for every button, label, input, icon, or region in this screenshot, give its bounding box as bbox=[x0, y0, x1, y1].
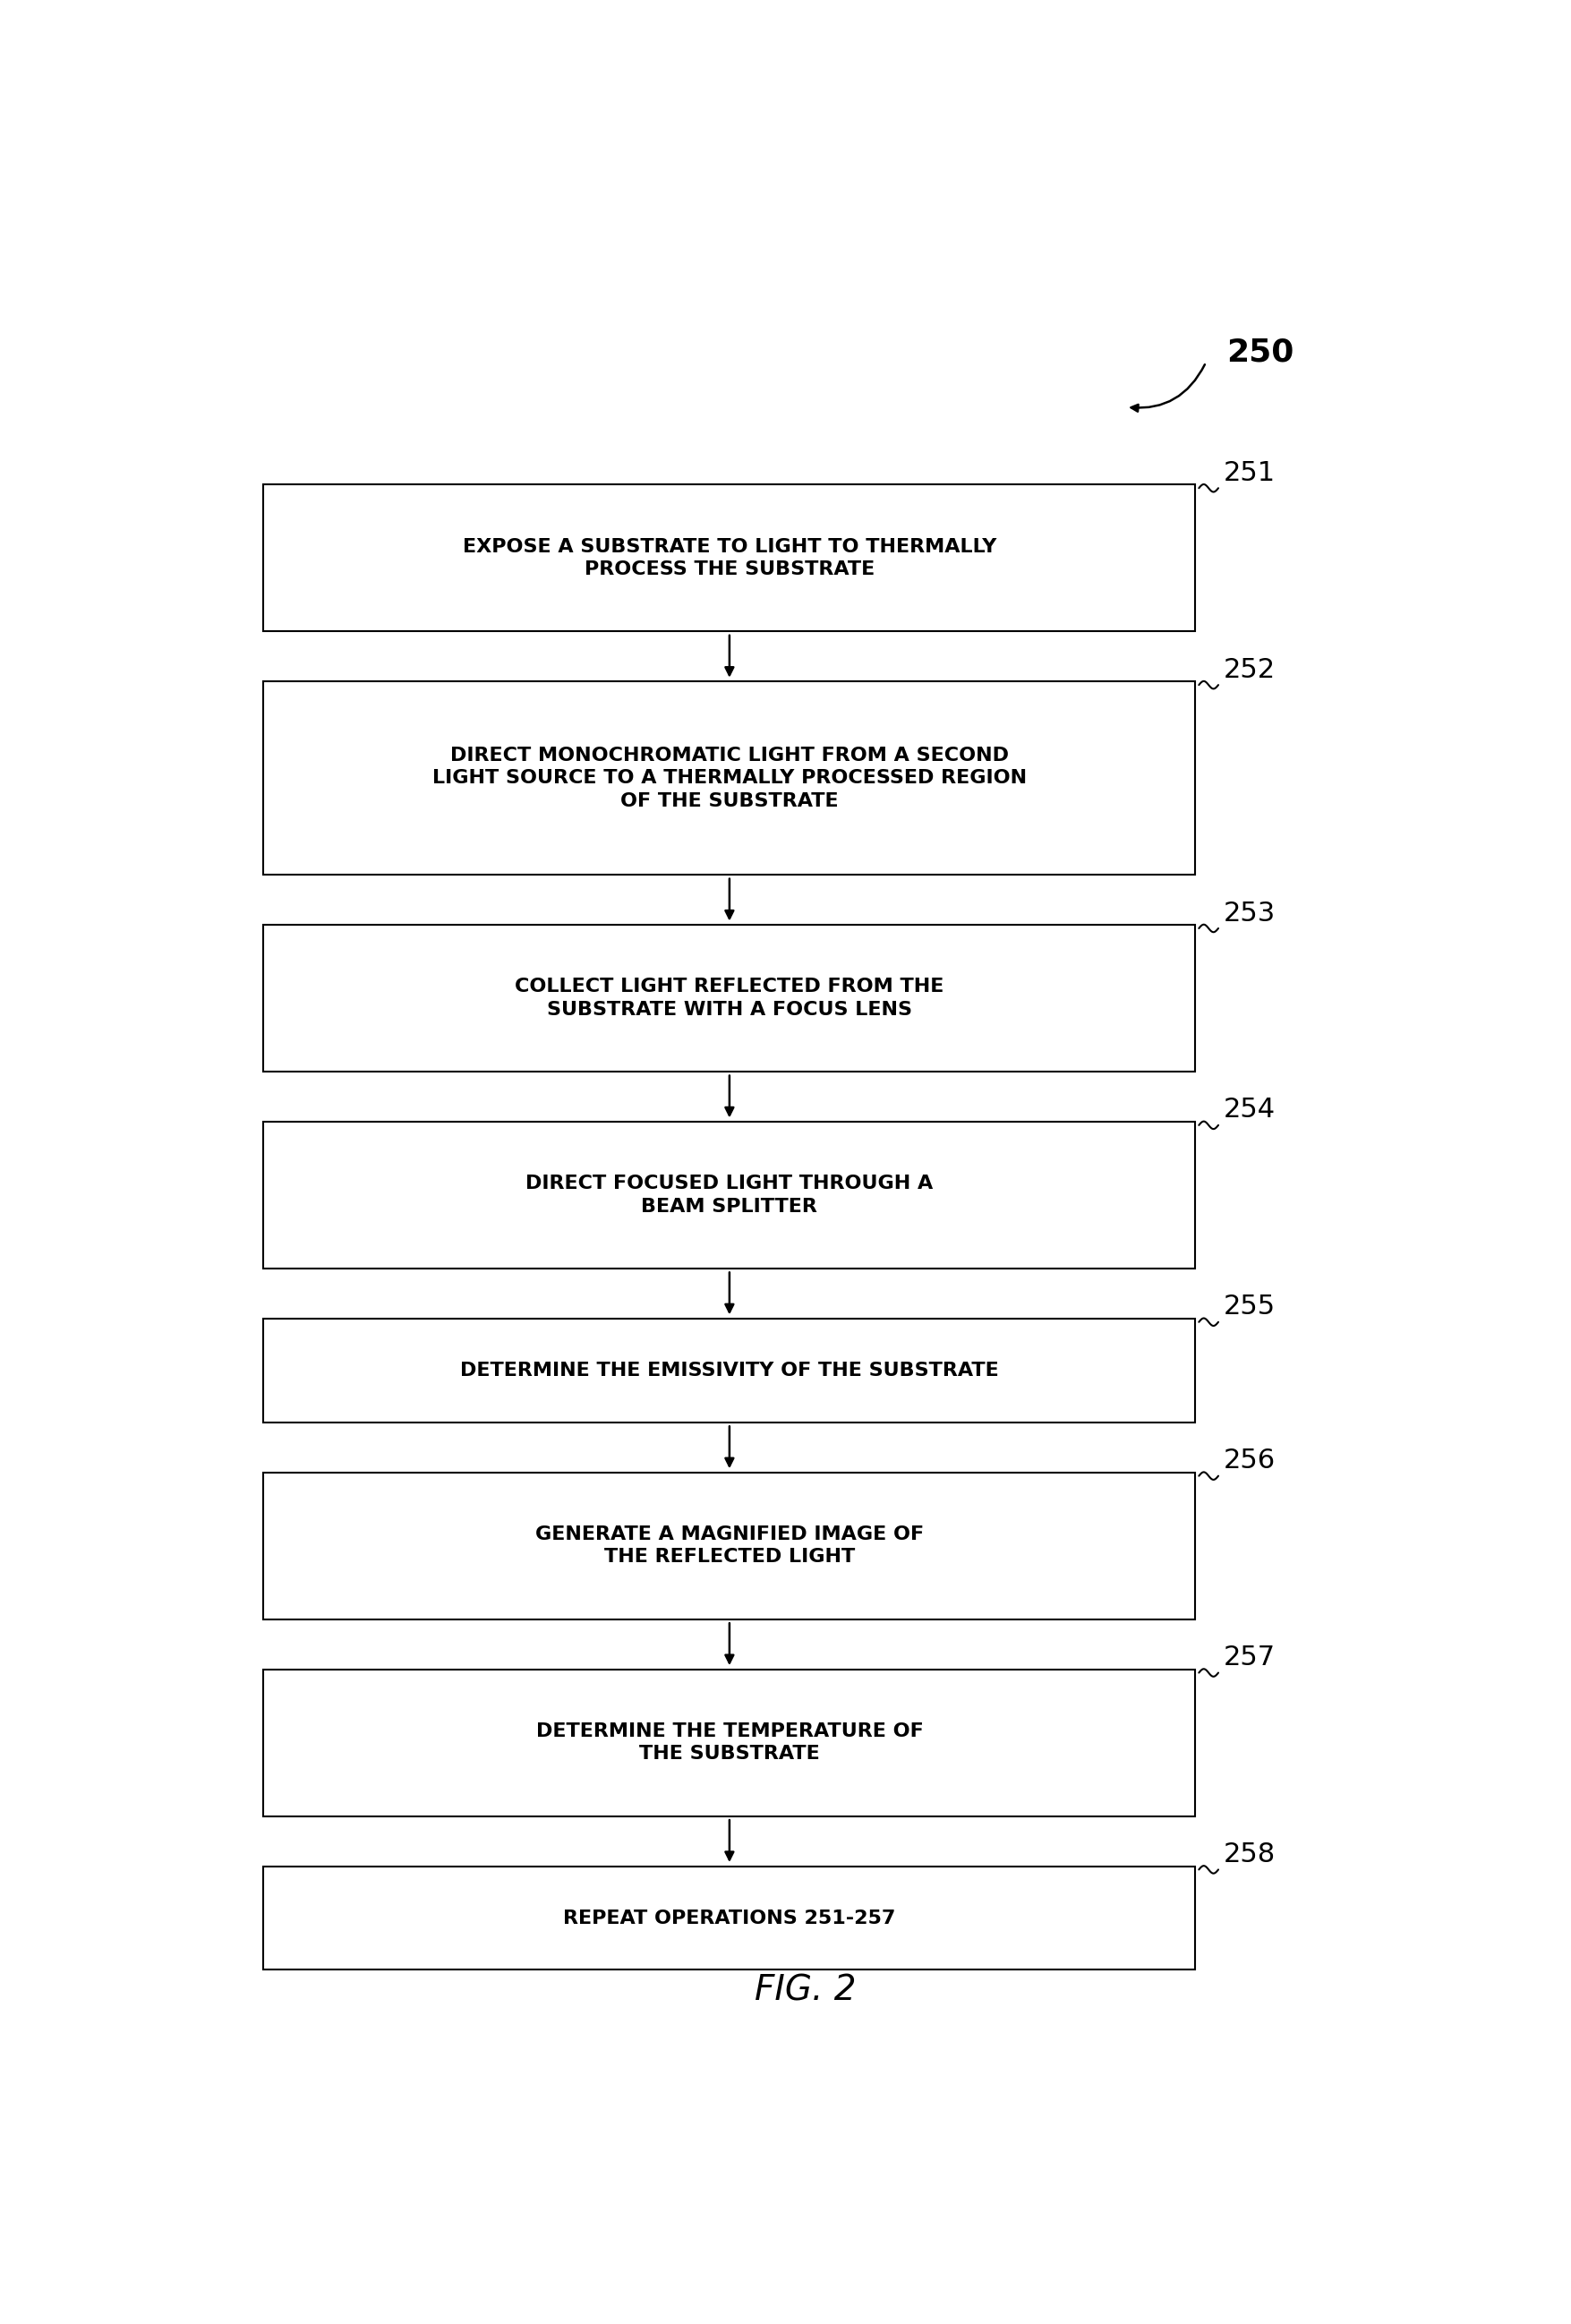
Bar bbox=[264, 1669, 1196, 1815]
Bar bbox=[264, 1318, 1196, 1422]
Text: DETERMINE THE TEMPERATURE OF: DETERMINE THE TEMPERATURE OF bbox=[536, 1722, 922, 1741]
Text: 252: 252 bbox=[1222, 658, 1274, 683]
Text: 250: 250 bbox=[1225, 337, 1293, 367]
Bar bbox=[264, 486, 1196, 632]
Text: 255: 255 bbox=[1222, 1294, 1274, 1320]
Bar bbox=[264, 681, 1196, 874]
Text: LIGHT SOURCE TO A THERMALLY PROCESSED REGION: LIGHT SOURCE TO A THERMALLY PROCESSED RE… bbox=[432, 769, 1026, 788]
Text: EXPOSE A SUBSTRATE TO LIGHT TO THERMALLY: EXPOSE A SUBSTRATE TO LIGHT TO THERMALLY bbox=[462, 537, 996, 555]
Text: THE SUBSTRATE: THE SUBSTRATE bbox=[639, 1745, 820, 1764]
Text: REPEAT OPERATIONS 251-257: REPEAT OPERATIONS 251-257 bbox=[562, 1908, 895, 1927]
Bar bbox=[264, 1122, 1196, 1269]
Text: SUBSTRATE WITH A FOCUS LENS: SUBSTRATE WITH A FOCUS LENS bbox=[547, 1002, 911, 1018]
Text: DIRECT FOCUSED LIGHT THROUGH A: DIRECT FOCUSED LIGHT THROUGH A bbox=[525, 1174, 933, 1192]
Text: 257: 257 bbox=[1222, 1645, 1274, 1671]
Bar bbox=[264, 1473, 1196, 1620]
Text: OF THE SUBSTRATE: OF THE SUBSTRATE bbox=[621, 792, 837, 809]
Text: GENERATE A MAGNIFIED IMAGE OF: GENERATE A MAGNIFIED IMAGE OF bbox=[534, 1525, 924, 1543]
Text: THE REFLECTED LIGHT: THE REFLECTED LIGHT bbox=[603, 1548, 855, 1566]
Text: PROCESS THE SUBSTRATE: PROCESS THE SUBSTRATE bbox=[584, 560, 873, 579]
Text: 256: 256 bbox=[1222, 1448, 1274, 1473]
Text: DIRECT MONOCHROMATIC LIGHT FROM A SECOND: DIRECT MONOCHROMATIC LIGHT FROM A SECOND bbox=[449, 746, 1009, 765]
Text: 254: 254 bbox=[1222, 1097, 1274, 1122]
Text: FIG. 2: FIG. 2 bbox=[754, 1973, 856, 2008]
Bar bbox=[264, 925, 1196, 1071]
Text: 253: 253 bbox=[1222, 899, 1274, 927]
Text: 258: 258 bbox=[1222, 1841, 1274, 1868]
Text: BEAM SPLITTER: BEAM SPLITTER bbox=[641, 1197, 817, 1215]
Text: 251: 251 bbox=[1222, 460, 1274, 486]
Text: COLLECT LIGHT REFLECTED FROM THE: COLLECT LIGHT REFLECTED FROM THE bbox=[515, 978, 944, 995]
Bar bbox=[264, 1866, 1196, 1971]
Text: DETERMINE THE EMISSIVITY OF THE SUBSTRATE: DETERMINE THE EMISSIVITY OF THE SUBSTRAT… bbox=[460, 1362, 998, 1380]
